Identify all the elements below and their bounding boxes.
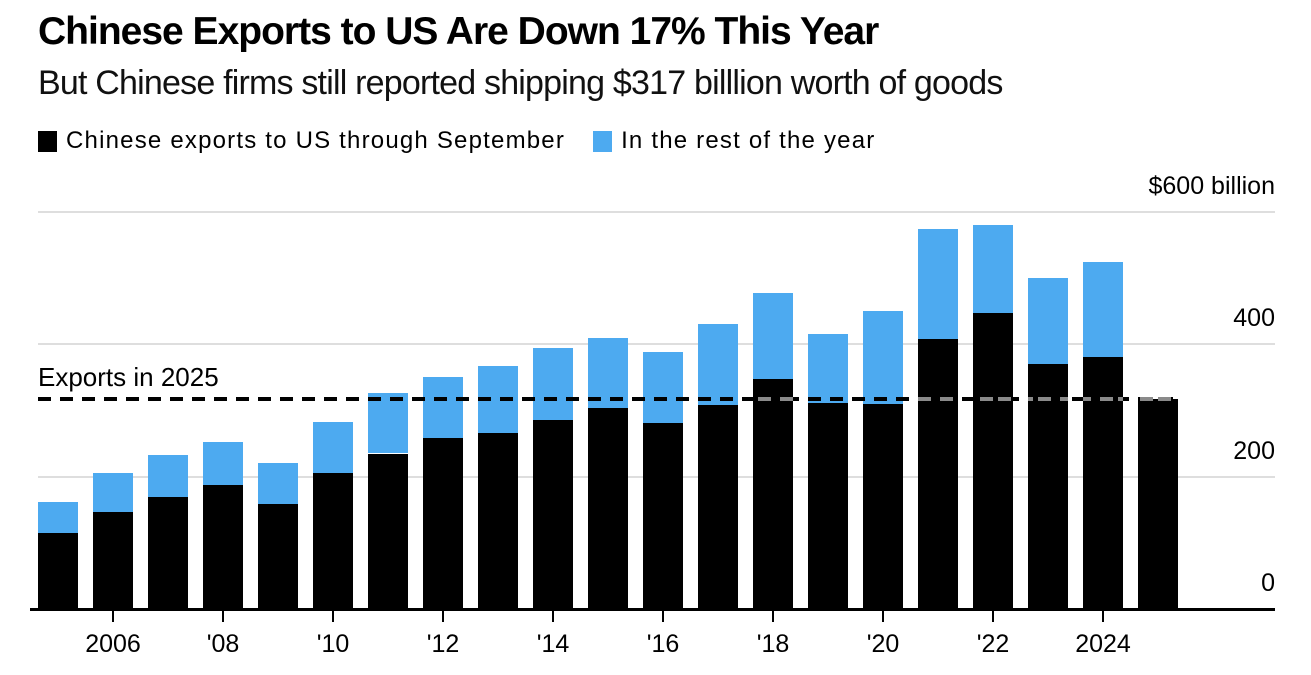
bar-segment-rest-of-year-2010 (313, 422, 353, 474)
x-axis-line (30, 608, 1275, 611)
page-title: Chinese Exports to US Are Down 17% This … (38, 10, 879, 53)
bar-segment-through-september-2021 (918, 339, 958, 609)
bar-segment-through-september-2014 (533, 420, 573, 609)
bar-segment-rest-of-year-2022 (973, 225, 1013, 313)
bar-segment-through-september-2012 (423, 438, 463, 609)
y-axis-label-0: 0 (1261, 569, 1275, 597)
x-axis-tick-2024 (1102, 611, 1104, 622)
reference-line-exports-2025 (38, 397, 1178, 402)
legend-item-through-september: Chinese exports to US through September (38, 127, 565, 155)
x-axis-tick-2022 (992, 611, 994, 622)
bar-segment-through-september-2006 (93, 512, 133, 609)
legend-swatch-rest-of-year (593, 130, 613, 152)
bar-segment-through-september-2019 (808, 403, 848, 609)
reference-line-overlay-2021 (918, 397, 958, 402)
bar-segment-rest-of-year-2015 (588, 337, 628, 408)
x-axis-tick-2020 (882, 611, 884, 622)
x-axis-label-2022: '22 (976, 630, 1010, 658)
bar-segment-through-september-2005 (38, 532, 78, 609)
bar-segment-rest-of-year-2005 (38, 501, 78, 533)
x-axis-tick-2016 (662, 611, 664, 622)
x-axis-label-2012: '12 (426, 630, 460, 658)
gridline-600 (38, 211, 1275, 213)
bar-segment-rest-of-year-2006 (93, 473, 133, 513)
bar-segment-through-september-2008 (203, 484, 243, 609)
bar-segment-through-september-2009 (258, 504, 298, 609)
x-axis-label-2014: '14 (536, 630, 570, 658)
bar-segment-rest-of-year-2020 (863, 311, 903, 404)
y-axis-label-200: 200 (1233, 436, 1275, 465)
bar-segment-rest-of-year-2016 (643, 351, 683, 424)
bar-segment-through-september-2010 (313, 473, 353, 609)
reference-line-overlay-2025 (1138, 397, 1178, 402)
bar-segment-rest-of-year-2019 (808, 333, 848, 404)
bar-segment-through-september-2007 (148, 497, 188, 609)
bar-segment-through-september-2023 (1028, 364, 1068, 609)
x-axis-label-2020: '20 (866, 630, 900, 658)
bar-segment-rest-of-year-2017 (698, 323, 738, 406)
y-axis-label-400: 400 (1233, 304, 1275, 333)
x-axis-label-2016: '16 (646, 630, 680, 658)
bar-segment-rest-of-year-2011 (368, 393, 408, 454)
bar-segment-rest-of-year-2008 (203, 442, 243, 485)
reference-line-label: Exports in 2025 (38, 362, 219, 393)
bar-segment-through-september-2025 (1138, 399, 1178, 609)
x-axis-label-2018: '18 (756, 630, 790, 658)
legend-label-through-september: Chinese exports to US through September (66, 127, 566, 154)
bar-segment-rest-of-year-2012 (423, 376, 463, 439)
reference-line-overlay-2018 (753, 397, 793, 402)
bar-segment-rest-of-year-2007 (148, 455, 188, 498)
chart-subtitle: But Chinese firms still reported shippin… (38, 64, 1003, 102)
reference-line-overlay-2022 (973, 397, 1013, 402)
bar-segment-rest-of-year-2009 (258, 463, 298, 505)
x-axis-tick-2008 (222, 611, 224, 622)
bar-segment-through-september-2016 (643, 423, 683, 609)
x-axis-tick-2012 (442, 611, 444, 622)
y-axis-top-label: $600 billion (1148, 172, 1276, 200)
gridline-400 (38, 343, 1275, 346)
bar-segment-rest-of-year-2014 (533, 347, 573, 421)
bar-segment-through-september-2022 (973, 312, 1013, 609)
bar-segment-rest-of-year-2023 (1028, 278, 1068, 365)
legend-label-rest-of-year: In the rest of the year (621, 127, 876, 154)
x-axis-tick-2006 (112, 611, 114, 622)
bar-segment-through-september-2024 (1083, 356, 1123, 609)
bar-segment-through-september-2013 (478, 432, 518, 609)
bar-segment-through-september-2018 (753, 378, 793, 609)
legend-swatch-through-september (38, 130, 57, 152)
legend-item-rest-of-year: In the rest of the year (593, 127, 875, 155)
bar-segment-rest-of-year-2024 (1083, 262, 1123, 357)
x-axis-tick-2018 (772, 611, 774, 622)
bar-segment-through-september-2020 (863, 403, 903, 609)
x-axis-label-2008: '08 (206, 630, 240, 658)
legend: Chinese exports to US through September … (38, 127, 875, 155)
bar-segment-rest-of-year-2021 (918, 229, 958, 340)
x-axis-label-2006: 2006 (85, 630, 141, 658)
bar-segment-through-september-2011 (368, 453, 408, 609)
bar-segment-rest-of-year-2018 (753, 292, 793, 379)
x-axis-label-2010: '10 (316, 630, 350, 658)
bar-segment-through-september-2015 (588, 407, 628, 609)
x-axis-tick-2014 (552, 611, 554, 622)
x-axis-label-2024: 2024 (1075, 630, 1131, 658)
x-axis-tick-2010 (332, 611, 334, 622)
bar-segment-through-september-2017 (698, 405, 738, 609)
reference-line-overlay-2023 (1028, 397, 1068, 402)
reference-line-overlay-2024 (1083, 397, 1123, 402)
